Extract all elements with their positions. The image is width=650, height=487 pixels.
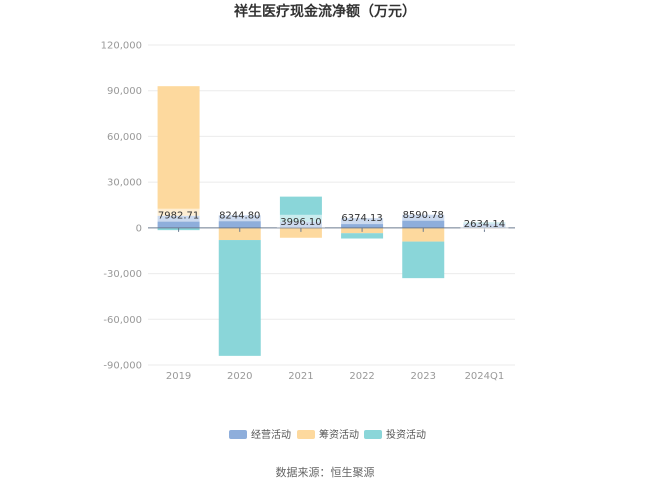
data-label-bg (460, 216, 509, 230)
data-label: 6374.13 (341, 213, 382, 224)
x-tick-label: 2024Q1 (465, 371, 505, 382)
x-tick-label: 2019 (166, 371, 191, 382)
y-axis: 120,000 90,000 60,000 30,000 0 -30,000 -60,000… (101, 41, 142, 372)
data-label-bg (215, 208, 264, 222)
y-tick-label: 30,000 (107, 178, 142, 189)
y-tick-label: 120,000 (101, 41, 142, 52)
bars (157, 86, 506, 356)
legend-label: 筹资活动 (319, 428, 359, 441)
data-label-bg (276, 214, 325, 228)
data-label: 8244.80 (219, 210, 260, 221)
data-label-bg (338, 211, 387, 225)
x-tick-label: 2020 (227, 371, 252, 382)
data-label-bg (399, 207, 448, 221)
bar-financing-2019 (157, 86, 200, 216)
legend-item-operating[interactable]: 经营活动 (229, 428, 291, 441)
x-axis: 2019 2020 2021 2022 2023 2024Q1 (166, 371, 504, 382)
data-label: 8590.78 (403, 210, 444, 221)
legend-label: 经营活动 (251, 428, 291, 441)
data-label-bg (154, 208, 203, 222)
bar-financing-2020 (218, 227, 261, 241)
legend[interactable]: 经营活动 筹资活动 投资活动 (229, 428, 426, 441)
y-tick-label: -30,000 (103, 269, 142, 280)
bar-investing-2023 (402, 241, 445, 279)
data-label: 7982.71 (158, 211, 199, 222)
y-tick-label: -60,000 (103, 315, 142, 326)
y-tick-label: 0 (136, 223, 142, 234)
bar-investing-2022 (341, 233, 384, 239)
grid (148, 44, 515, 366)
x-tick-label: 2023 (411, 371, 436, 382)
legend-swatch (229, 430, 247, 439)
y-tick-label: -90,000 (103, 361, 142, 372)
bar-investing-2020 (218, 240, 261, 356)
source-note: 数据来源：恒生聚源 (276, 465, 375, 479)
y-tick-label: 60,000 (107, 132, 142, 143)
x-tick-label: 2022 (349, 371, 374, 382)
legend-swatch (297, 430, 315, 439)
legend-label: 投资活动 (386, 428, 426, 441)
data-label: 2634.14 (464, 219, 505, 230)
y-tick-label: 90,000 (107, 86, 142, 97)
zero-line (148, 227, 515, 232)
legend-item-financing[interactable]: 筹资活动 (297, 428, 359, 441)
bar-financing-2021 (279, 227, 322, 238)
data-labels: 7982.71 8244.80 3996.10 6374.13 8590.78 2634.… (154, 207, 509, 230)
bar-financing-2023 (402, 227, 445, 242)
data-label: 3996.10 (280, 217, 321, 228)
chart-title: 祥生医疗现金流净额（万元） (234, 3, 416, 20)
legend-swatch (364, 430, 382, 439)
x-tick-label: 2021 (288, 371, 313, 382)
legend-item-investing[interactable]: 投资活动 (364, 428, 426, 441)
